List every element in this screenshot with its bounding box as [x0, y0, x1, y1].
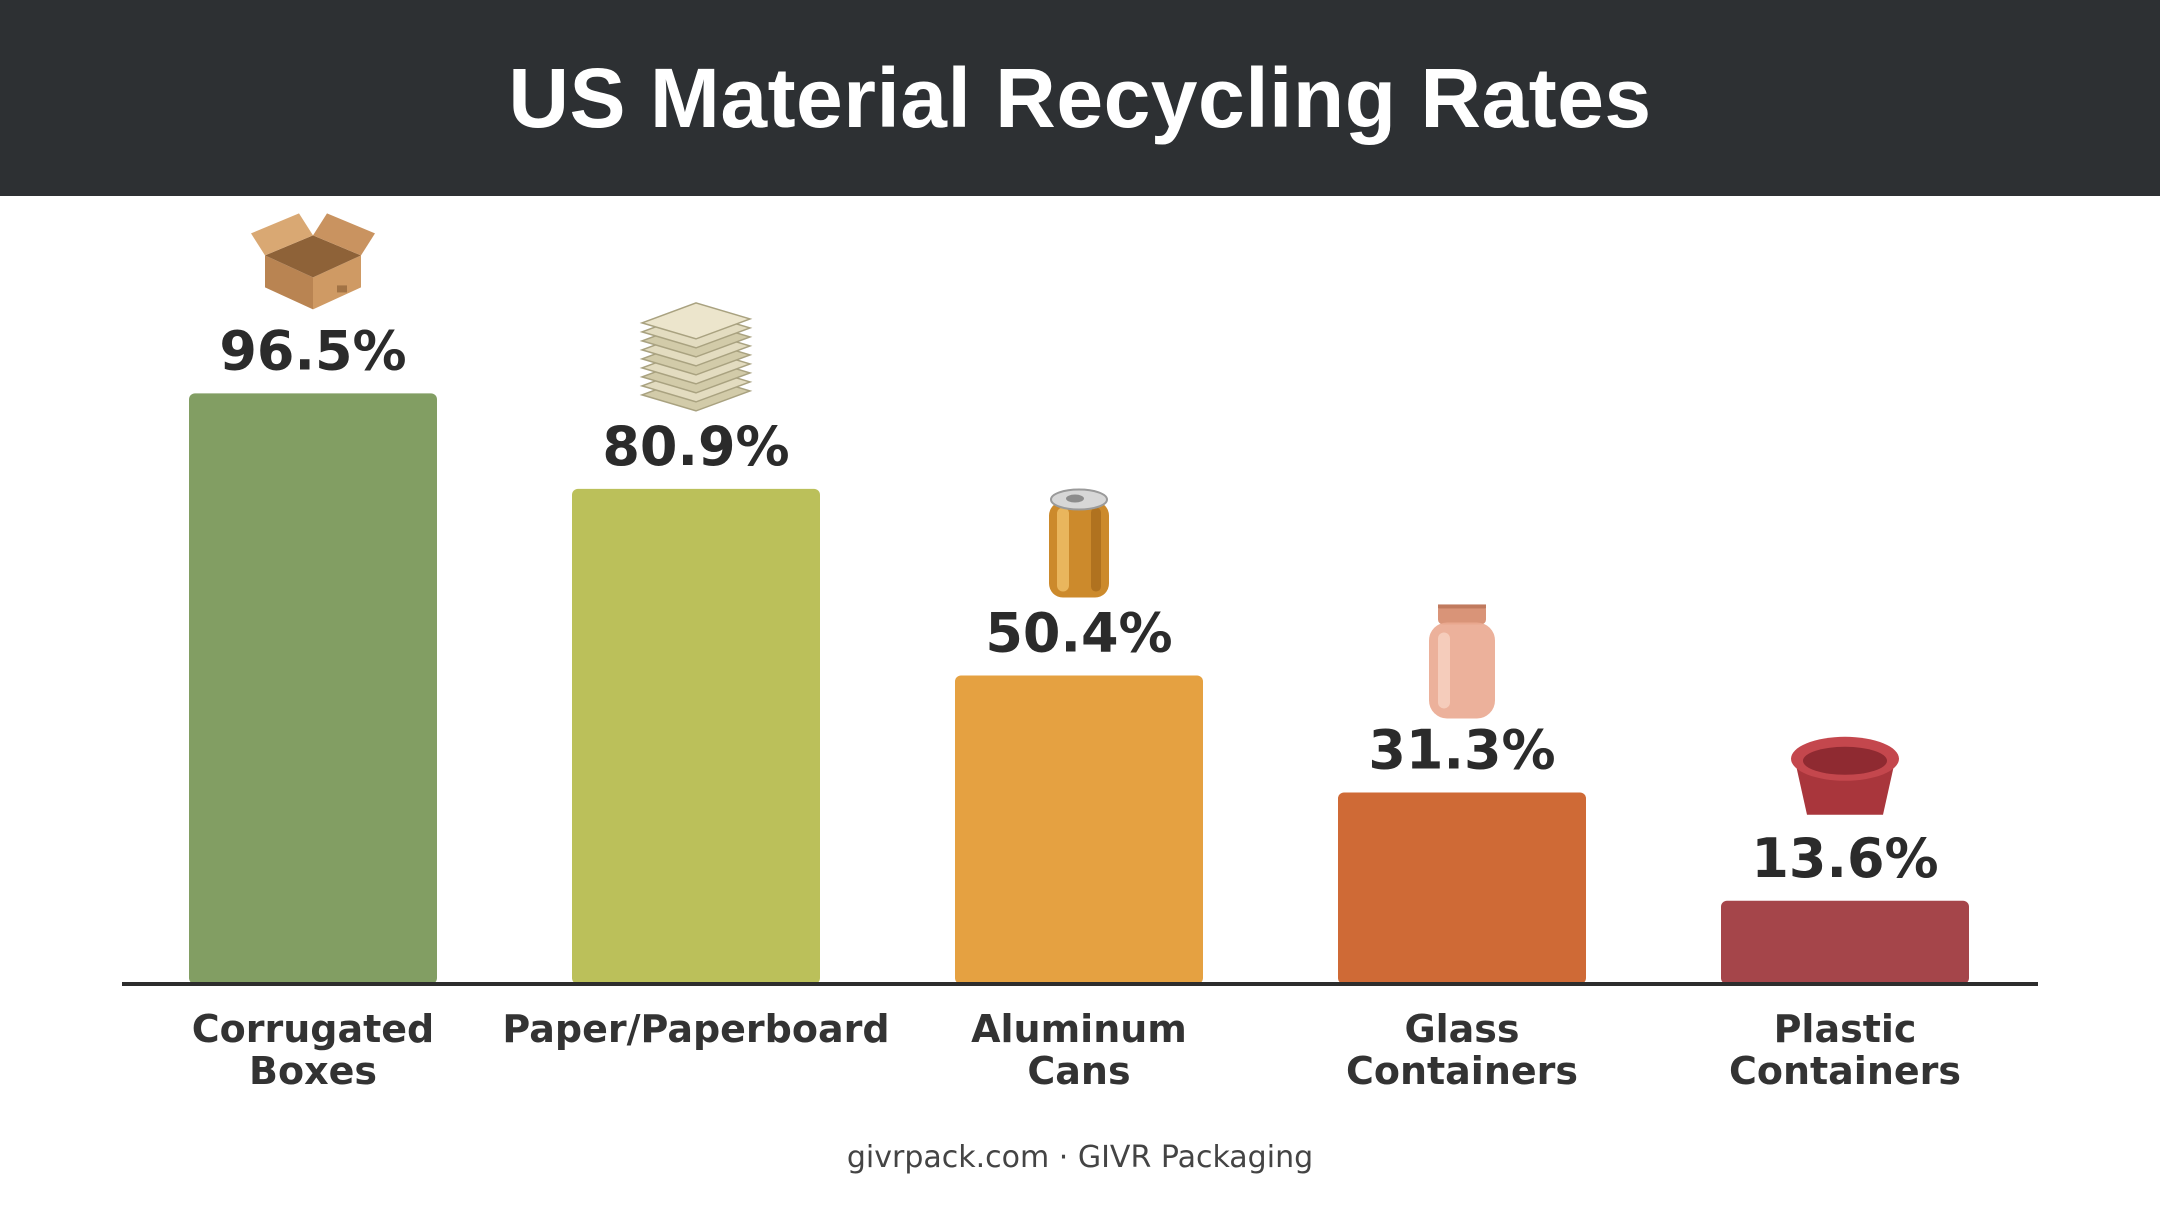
paper-stack-icon — [639, 302, 753, 412]
value-label-1: 80.9% — [602, 415, 789, 478]
category-label-3: Glass — [1404, 1007, 1519, 1051]
bar-3 — [1338, 792, 1586, 984]
bar-1 — [572, 488, 820, 984]
category-label-0: Boxes — [249, 1049, 377, 1093]
glass-jar-icon — [1429, 604, 1495, 719]
category-label-1: Paper/Paperboard — [502, 1007, 889, 1051]
value-label-3: 31.3% — [1368, 718, 1555, 781]
chart-title: US Material Recycling Rates — [508, 50, 1652, 145]
category-label-2: Cans — [1027, 1049, 1130, 1093]
cardboard-box-icon — [251, 213, 375, 310]
bar-2 — [955, 675, 1203, 984]
aluminum-can-icon — [1049, 488, 1109, 598]
source-credit: givrpack.com · GIVR Packaging — [846, 1140, 1314, 1175]
category-label-3: Containers — [1346, 1049, 1578, 1093]
title-bar: US Material Recycling Rates — [0, 0, 2160, 196]
plastic-container-icon — [1791, 736, 1899, 815]
value-label-0: 96.5% — [219, 319, 406, 382]
value-label-4: 13.6% — [1751, 827, 1938, 890]
category-label-4: Containers — [1729, 1049, 1961, 1093]
category-label-2: Aluminum — [971, 1007, 1187, 1051]
bar-0 — [189, 393, 437, 984]
bar-4 — [1721, 900, 1969, 984]
category-label-4: Plastic — [1774, 1007, 1917, 1051]
category-label-0: Corrugated — [192, 1007, 435, 1051]
value-label-2: 50.4% — [985, 602, 1172, 665]
